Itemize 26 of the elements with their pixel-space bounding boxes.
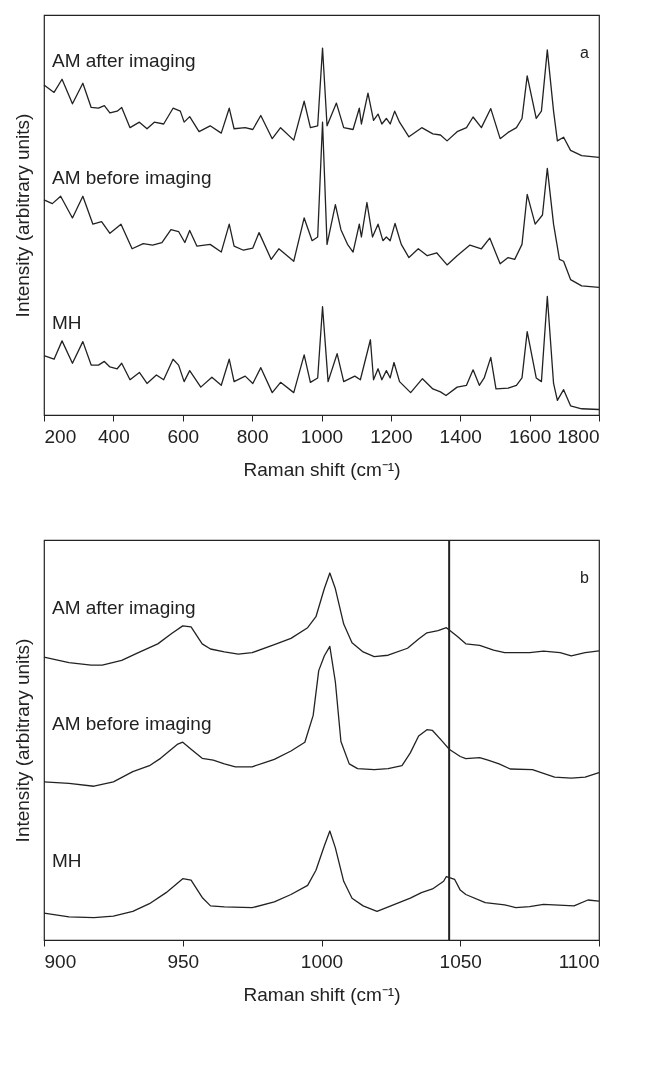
- y-axis-title: Intensity (arbitrary units): [11, 638, 33, 843]
- x-tick-label: 600: [167, 425, 200, 447]
- x-axis-title: Raman shift (cm⁻¹): [243, 983, 401, 1005]
- x-tick-label: 1400: [439, 425, 482, 447]
- y-axis-title: Intensity (arbitrary units): [11, 113, 33, 318]
- x-tick-label: 200: [44, 425, 77, 447]
- x-tick-label: 1100: [558, 950, 600, 972]
- x-tick-label: 1000: [300, 950, 344, 972]
- x-tick-label: 1000: [300, 425, 344, 447]
- series-label: AM after imaging: [52, 596, 196, 618]
- series-label: AM before imaging: [52, 167, 212, 189]
- text: MH: [52, 849, 82, 871]
- x-tick-label: 1200: [370, 425, 413, 447]
- series-label: AM after imaging: [52, 50, 196, 72]
- series-label: MH: [52, 311, 82, 333]
- x-tick-label: 950: [167, 950, 200, 972]
- annotation: b: [580, 569, 590, 586]
- x-tick-label: 1800: [557, 425, 600, 447]
- x-tick-label: 400: [98, 425, 130, 447]
- x-tick-label: 1050: [439, 950, 482, 972]
- x-axis-title: Raman shift (cm⁻¹): [243, 458, 401, 480]
- annotation: a: [580, 44, 590, 61]
- x-tick-label: 900: [44, 950, 77, 972]
- series-label: AM before imaging: [52, 713, 212, 735]
- x-tick-label: 800: [236, 425, 269, 447]
- x-tick-label: 1600: [508, 425, 552, 447]
